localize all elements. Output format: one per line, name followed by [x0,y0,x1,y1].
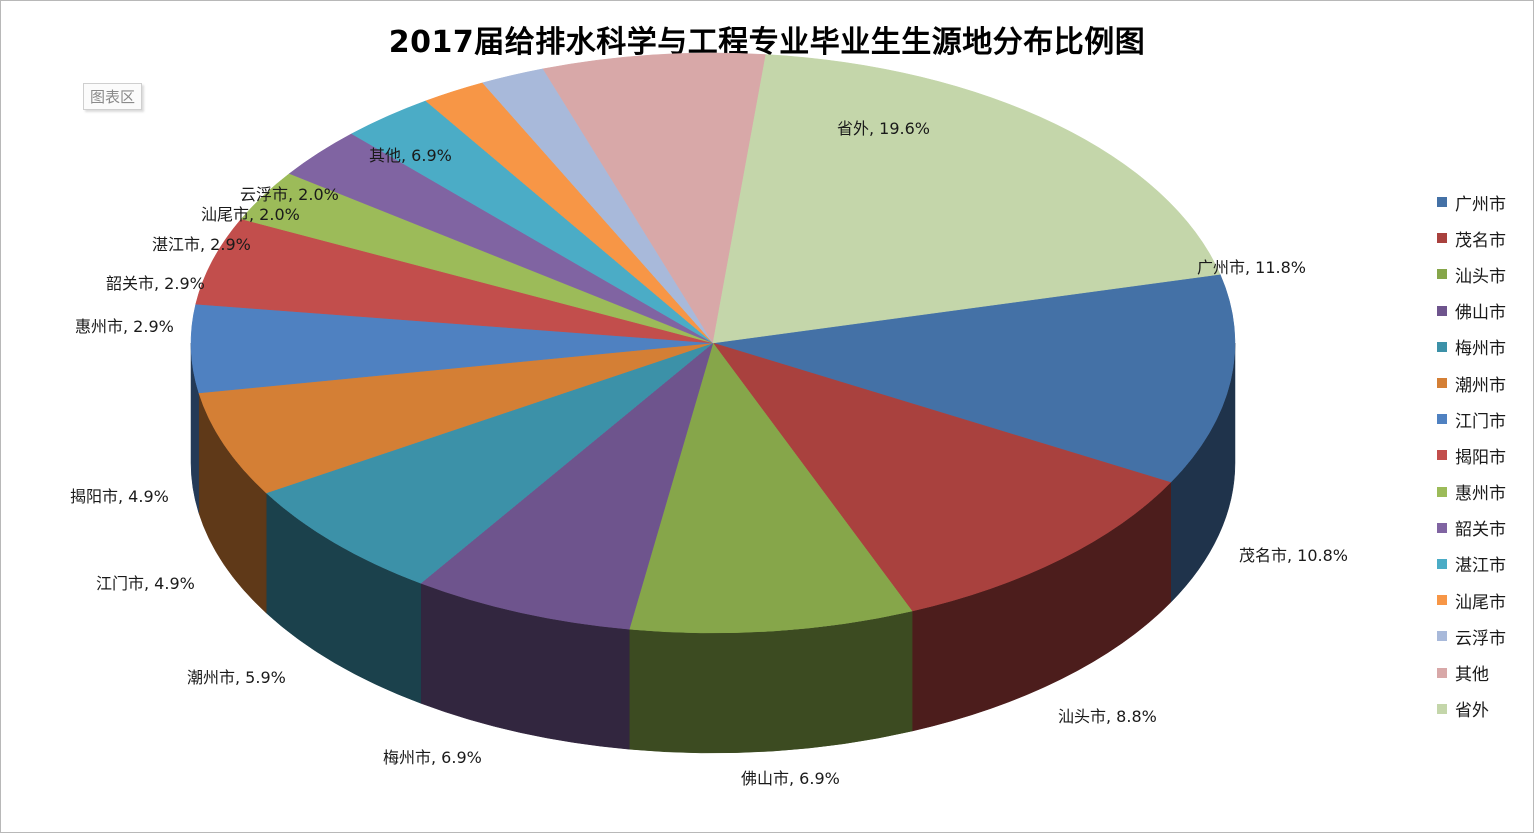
legend-label: 潮州市 [1455,375,1506,396]
legend-item-汕头市: 汕头市 [1437,256,1533,292]
legend-swatch [1437,703,1447,714]
pie-label-梅州市: 梅州市, 6.9% [383,748,482,767]
pie-label-潮州市: 潮州市, 5.9% [187,668,286,687]
legend-item-云浮市: 云浮市 [1437,618,1533,654]
legend-item-潮州市: 潮州市 [1437,365,1533,401]
pie-slice-省外 [712,54,1221,344]
pie-slice-汕头市 [628,342,913,634]
legend-label: 韶关市 [1455,520,1506,541]
legend-item-韶关市: 韶关市 [1437,510,1533,546]
legend-item-湛江市: 湛江市 [1437,546,1533,582]
legend-swatch [1437,450,1447,461]
legend-swatch [1437,414,1447,425]
pie-slice-其他 [542,52,767,344]
legend-swatch [1437,197,1447,208]
pie-slice-梅州市 [265,342,714,584]
pie-label-揭阳市: 揭阳市, 4.9% [70,487,169,506]
legend-label: 汕头市 [1455,266,1506,287]
legend-swatch [1437,341,1447,352]
pie-label-云浮市: 云浮市, 2.0% [240,185,339,204]
pie-label-惠州市: 惠州市, 2.9% [75,317,174,336]
legend-item-茂名市: 茂名市 [1437,220,1533,256]
legend-item-江门市: 江门市 [1437,401,1533,437]
legend-swatch [1437,305,1447,316]
pie-slice-广州市 [712,274,1236,483]
legend-item-广州市: 广州市 [1437,184,1533,220]
chart-title: 2017届给排水科学与工程专业毕业生生源地分布比例图 [388,25,1146,60]
pie-slice-江门市 [190,303,714,394]
legend-label: 茂名市 [1455,230,1506,251]
chart-area-badge: 图表区 [83,83,143,110]
pie-label-其他: 其他, 6.9% [369,146,452,165]
pie-label-广州市: 广州市, 11.8% [1197,258,1306,277]
legend-swatch [1437,486,1447,497]
pie-slice-佛山市 [420,342,714,630]
pie-side-walls [190,342,1236,754]
legend-label: 惠州市 [1455,484,1506,505]
legend-item-省外: 省外 [1437,691,1533,727]
legend-swatch [1437,269,1447,280]
pie-slice-揭阳市 [195,218,714,344]
pie-label-汕尾市: 汕尾市, 2.0% [201,205,300,224]
legend-label: 其他 [1455,665,1489,686]
legend-swatch [1437,667,1447,678]
legend-swatch [1437,233,1447,244]
pie-label-茂名市: 茂名市, 10.8% [1239,546,1348,565]
legend-item-汕尾市: 汕尾市 [1437,582,1533,618]
pie-labels: 广州市, 11.8% 茂名市, 10.8% 汕头市, 8.8% 佛山市, 6.9% 梅州… [70,119,1348,788]
pie-label-江门市: 江门市, 4.9% [96,574,195,593]
legend-label: 省外 [1455,701,1489,722]
legend-label: 梅州市 [1455,339,1506,360]
legend-label: 江门市 [1455,411,1506,432]
pie-label-佛山市: 佛山市, 6.9% [741,769,840,788]
legend: 广州市茂名市汕头市佛山市梅州市潮州市江门市揭阳市惠州市韶关市湛江市汕尾市云浮市其… [1437,184,1533,727]
legend-label: 广州市 [1455,194,1506,215]
legend-swatch [1437,631,1447,642]
pie-label-汕头市: 汕头市, 8.8% [1058,707,1157,726]
legend-swatch [1437,522,1447,533]
pie-top-faces [190,52,1236,634]
legend-swatch [1437,595,1447,606]
legend-swatch [1437,558,1447,569]
legend-label: 云浮市 [1455,628,1506,649]
legend-label: 揭阳市 [1455,447,1506,468]
pie-slice-茂名市 [712,342,1172,612]
legend-swatch [1437,378,1447,389]
pie-label-湛江市: 湛江市, 2.9% [152,235,251,254]
legend-label: 汕尾市 [1455,592,1506,613]
legend-item-其他: 其他 [1437,654,1533,690]
legend-item-梅州市: 梅州市 [1437,329,1533,365]
legend-label: 佛山市 [1455,303,1506,324]
legend-label: 湛江市 [1455,556,1506,577]
pie-label-韶关市: 韶关市, 2.9% [106,274,205,293]
legend-item-惠州市: 惠州市 [1437,474,1533,510]
legend-item-揭阳市: 揭阳市 [1437,437,1533,473]
pie-label-省外: 省外, 19.6% [837,119,930,138]
legend-item-佛山市: 佛山市 [1437,293,1533,329]
